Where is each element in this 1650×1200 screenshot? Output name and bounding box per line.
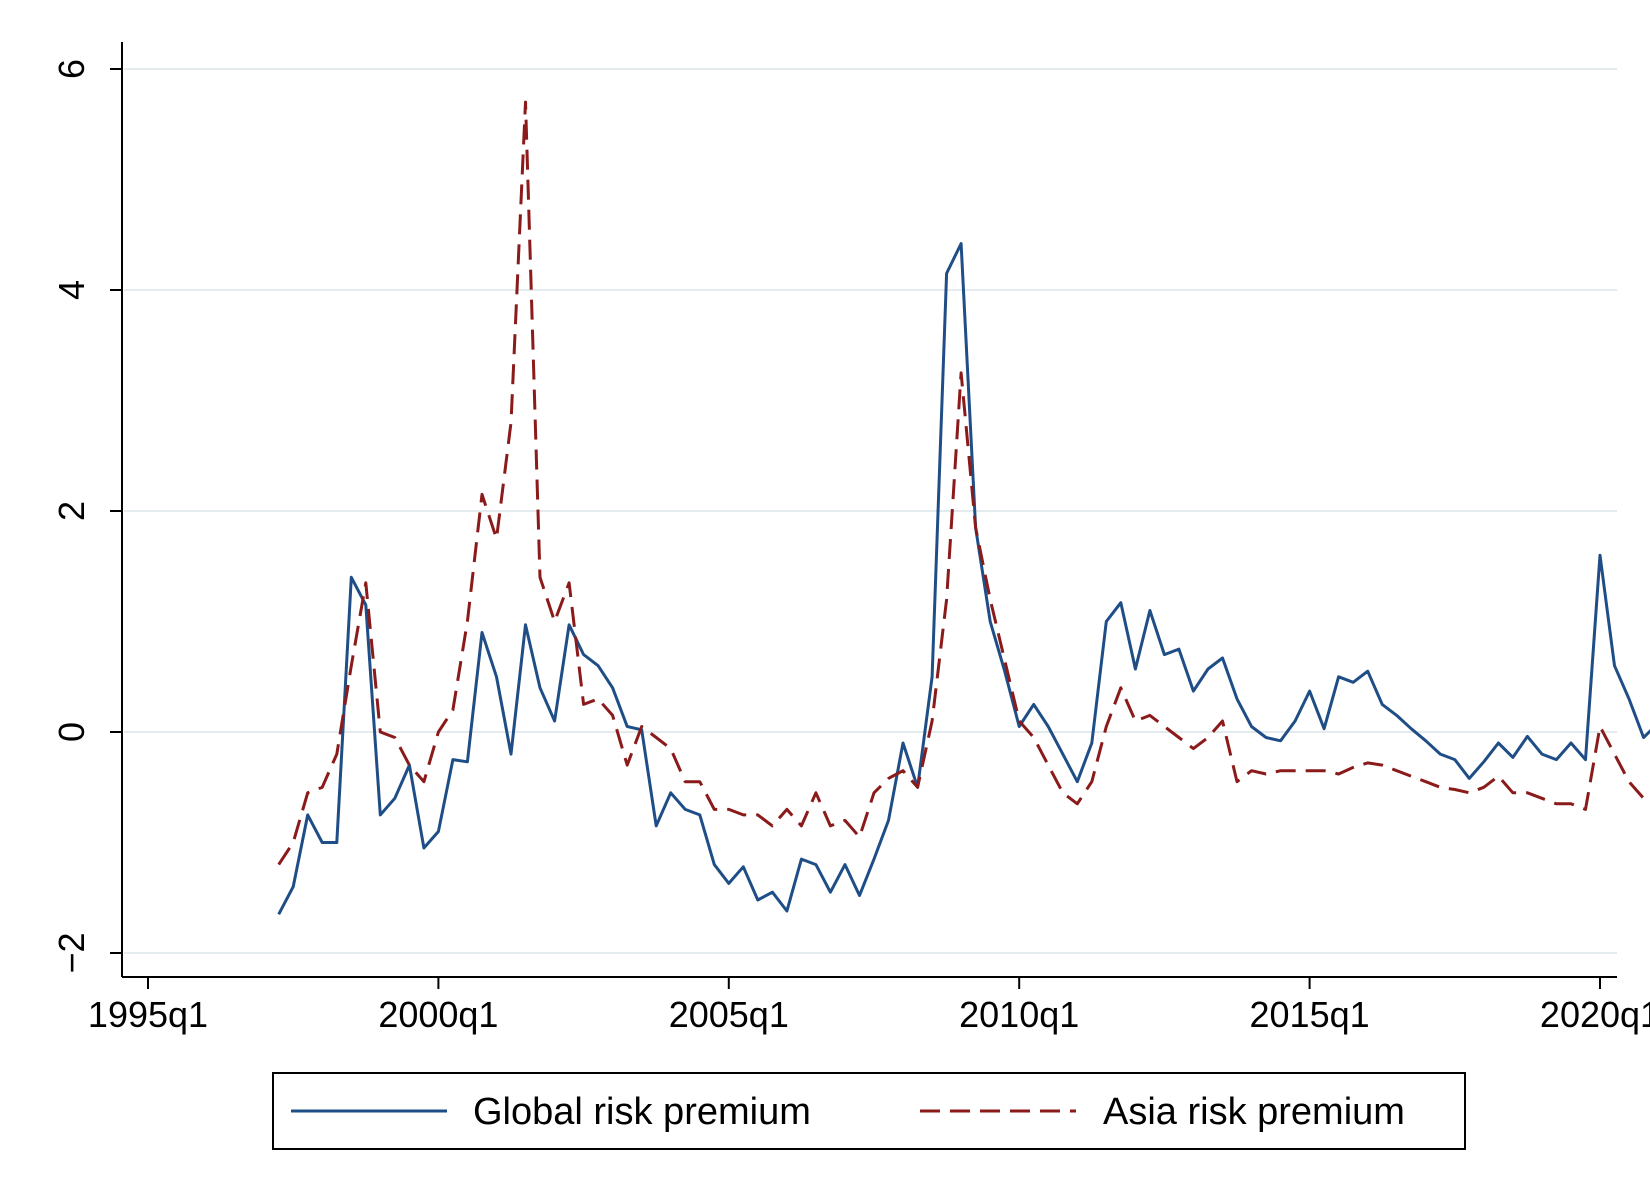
x-tick-label-5: 2020q1 <box>1540 994 1650 1035</box>
gridlines <box>124 68 1617 954</box>
series-line-asia <box>277 100 1650 866</box>
x-tick-label-3: 2010q1 <box>959 994 1079 1035</box>
series-lines <box>277 100 1650 915</box>
y-tick-label-3: 4 <box>51 280 92 300</box>
x-tick-label-1: 2000q1 <box>378 994 498 1035</box>
legend-label-global: Global risk premium <box>473 1091 811 1133</box>
x-tick-label-2: 2005q1 <box>669 994 789 1035</box>
series-line-global <box>277 242 1650 915</box>
y-tick-label-4: 6 <box>51 59 92 79</box>
legend: Global risk premium Asia risk premium <box>272 1072 1466 1150</box>
legend-box <box>272 1072 1466 1150</box>
y-tick-label-1: 0 <box>51 722 92 742</box>
y-tick-label-0: −2 <box>51 932 92 973</box>
legend-label-asia: Asia risk premium <box>1103 1091 1405 1133</box>
x-tick-label-0: 1995q1 <box>88 994 208 1035</box>
x-tick-label-4: 2015q1 <box>1250 994 1370 1035</box>
y-tick-label-2: 2 <box>51 501 92 521</box>
axes: −2 0 2 4 6 1995q1 2000q1 2005q1 2010q1 2015q1 2020… <box>51 42 1650 1035</box>
